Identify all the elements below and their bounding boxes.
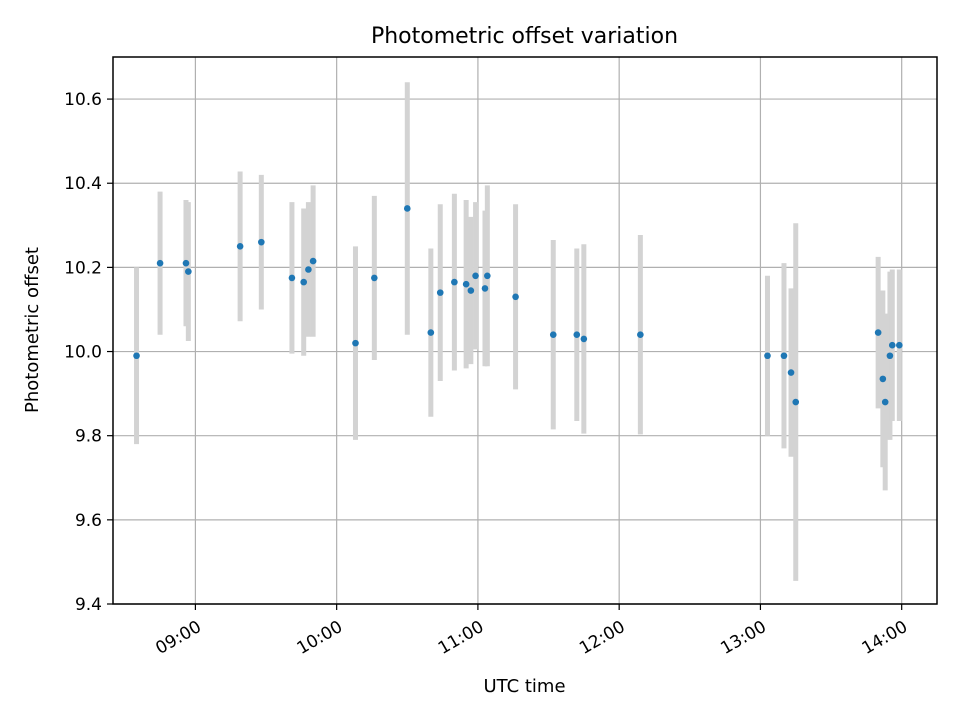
y-tick-label: 9.4	[75, 595, 102, 615]
data-point	[637, 331, 644, 339]
data-point	[879, 375, 887, 383]
error-bars	[134, 82, 902, 581]
y-tick-label: 10.6	[64, 90, 102, 110]
data-point	[780, 352, 788, 360]
data-point	[436, 289, 444, 296]
chart-title: Photometric offset variation	[371, 24, 678, 49]
data-point	[881, 398, 889, 406]
data-point	[182, 259, 190, 267]
plot-frame	[112, 56, 938, 605]
data-point	[888, 341, 896, 349]
data-point	[896, 341, 903, 349]
data-point	[580, 335, 588, 343]
y-tick-label: 10.2	[64, 258, 102, 278]
data-point	[309, 257, 317, 265]
data-point	[764, 352, 771, 360]
y-tick-label: 9.6	[75, 511, 102, 531]
data-point	[787, 369, 795, 376]
y-tick-label: 9.8	[75, 427, 102, 447]
data-point	[512, 293, 519, 301]
data-point	[371, 274, 378, 282]
data-point	[133, 352, 140, 360]
x-tick-label: 13:00	[717, 617, 769, 659]
data-point	[549, 331, 557, 339]
data-point	[886, 352, 894, 360]
data-point	[481, 285, 489, 292]
data-point	[462, 280, 470, 288]
data-point	[305, 266, 312, 273]
data-point	[352, 339, 359, 347]
data-point	[573, 331, 581, 339]
data-point	[484, 272, 491, 280]
data-point	[258, 238, 265, 246]
y-tick-label: 10.4	[64, 174, 102, 194]
x-tick-label: 09:00	[152, 617, 204, 659]
data-point	[300, 278, 307, 286]
x-tick-label: 11:00	[435, 617, 487, 659]
data-point	[156, 259, 164, 267]
x-tick-label: 10:00	[294, 617, 346, 659]
x-axis: 09:00 10:00 11:00 12:00 13:00 14:00	[152, 604, 911, 659]
data-points	[133, 205, 903, 406]
data-point	[236, 243, 244, 250]
data-point	[427, 329, 435, 336]
data-point	[185, 268, 192, 275]
grid	[113, 57, 937, 605]
x-tick-label: 14:00	[859, 617, 911, 659]
y-axis-label: Photometric offset	[22, 247, 43, 413]
data-point	[874, 329, 882, 336]
y-tick-label: 10.0	[64, 343, 102, 363]
data-point	[451, 278, 458, 286]
data-point	[472, 272, 479, 280]
data-point	[288, 274, 296, 282]
y-axis: 9.4 9.6 9.8 10.0 10.2 10.4 10.6	[64, 90, 113, 615]
data-point	[792, 398, 800, 406]
data-point	[467, 287, 475, 294]
x-axis-label: UTC time	[483, 676, 565, 697]
data-point	[403, 205, 411, 212]
x-tick-label: 12:00	[576, 617, 628, 659]
